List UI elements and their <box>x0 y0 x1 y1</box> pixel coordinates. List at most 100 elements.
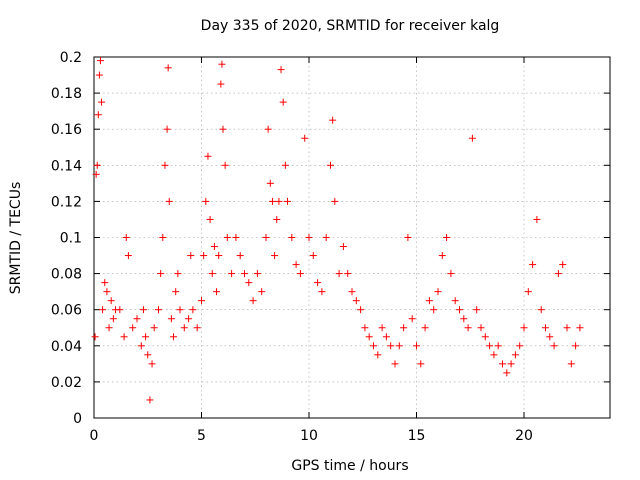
data-point <box>447 270 455 278</box>
data-point <box>365 333 373 341</box>
data-point <box>309 252 317 260</box>
data-point <box>208 270 216 278</box>
data-point <box>507 360 515 368</box>
data-point <box>249 297 257 305</box>
data-point <box>271 252 279 260</box>
data-point <box>400 324 408 332</box>
x-axis-tick-labels: 0 5 10 15 20 <box>90 428 533 444</box>
data-point <box>165 197 173 205</box>
x-tick-label: 20 <box>515 428 533 444</box>
data-point <box>499 360 506 368</box>
data-point <box>434 288 442 296</box>
y-tick-label: 0.18 <box>51 86 82 102</box>
data-point <box>228 270 236 278</box>
data-point <box>170 333 178 341</box>
data-point <box>213 288 221 296</box>
data-point <box>348 288 356 296</box>
data-point <box>451 297 459 305</box>
y-tick-label: 0.08 <box>51 267 82 283</box>
data-point <box>481 333 489 341</box>
axis-ticks <box>93 56 610 419</box>
data-point <box>292 261 300 269</box>
data-point <box>137 342 145 350</box>
data-point <box>542 324 549 332</box>
data-point <box>546 333 554 341</box>
data-point <box>200 252 208 260</box>
data-point <box>275 197 283 205</box>
data-point <box>124 252 132 260</box>
data-point <box>202 197 210 205</box>
data-point <box>172 288 180 296</box>
x-tick-label: 5 <box>197 428 206 444</box>
data-point <box>391 360 399 368</box>
data-point <box>146 396 154 404</box>
data-point <box>533 215 541 223</box>
data-point <box>314 279 322 287</box>
data-point <box>94 111 102 119</box>
data-point <box>253 270 261 278</box>
data-point <box>204 152 212 160</box>
data-point <box>305 234 313 241</box>
data-point <box>335 270 343 278</box>
data-point <box>206 215 214 223</box>
data-point <box>318 288 326 296</box>
data-point <box>576 324 584 332</box>
y-tick-label: 0.12 <box>51 194 82 210</box>
data-point <box>438 252 446 260</box>
data-point <box>473 306 481 314</box>
data-point <box>464 324 472 332</box>
data-points <box>91 57 584 404</box>
data-point <box>193 324 201 332</box>
data-point <box>232 234 240 241</box>
data-point <box>421 324 429 332</box>
data-point <box>273 215 281 223</box>
data-point <box>198 297 205 305</box>
data-point <box>520 324 528 332</box>
data-point <box>139 306 147 314</box>
y-tick-label: 0.02 <box>51 375 82 391</box>
data-point <box>277 66 285 74</box>
data-point <box>559 261 567 269</box>
y-tick-label: 0.06 <box>51 303 82 319</box>
data-point <box>477 324 485 332</box>
data-point <box>157 270 165 278</box>
data-point <box>361 324 369 332</box>
data-point <box>241 270 248 278</box>
data-point <box>567 360 575 368</box>
data-point <box>180 324 188 332</box>
data-point <box>524 288 532 296</box>
data-point <box>174 270 182 278</box>
data-point <box>159 234 167 241</box>
data-point <box>327 161 334 169</box>
y-tick-label: 0.14 <box>51 158 82 174</box>
data-point <box>215 252 223 260</box>
data-point <box>266 179 274 187</box>
data-point <box>210 243 218 251</box>
data-point <box>91 333 99 341</box>
data-point <box>443 234 451 241</box>
data-point <box>185 315 193 323</box>
x-tick-label: 10 <box>300 428 318 444</box>
data-point <box>221 161 229 169</box>
data-point <box>511 351 519 359</box>
x-tick-label: 0 <box>90 428 99 444</box>
data-point <box>430 306 438 314</box>
data-point <box>187 252 195 260</box>
x-tick-label: 15 <box>408 428 426 444</box>
data-point <box>456 306 463 314</box>
data-point <box>550 342 558 350</box>
y-axis-title: SRMTID / TECUs <box>8 182 24 295</box>
data-point <box>219 125 227 133</box>
data-point <box>101 279 109 287</box>
data-point <box>404 234 412 241</box>
data-point <box>129 324 137 332</box>
data-point <box>572 342 580 350</box>
data-point <box>264 125 272 133</box>
data-point <box>144 351 152 359</box>
y-tick-label: 0.16 <box>51 122 82 138</box>
chart-title: Day 335 of 2020, SRMTID for receiver kal… <box>201 18 500 34</box>
data-point <box>161 161 169 169</box>
data-point <box>223 234 231 241</box>
data-point <box>490 351 498 359</box>
